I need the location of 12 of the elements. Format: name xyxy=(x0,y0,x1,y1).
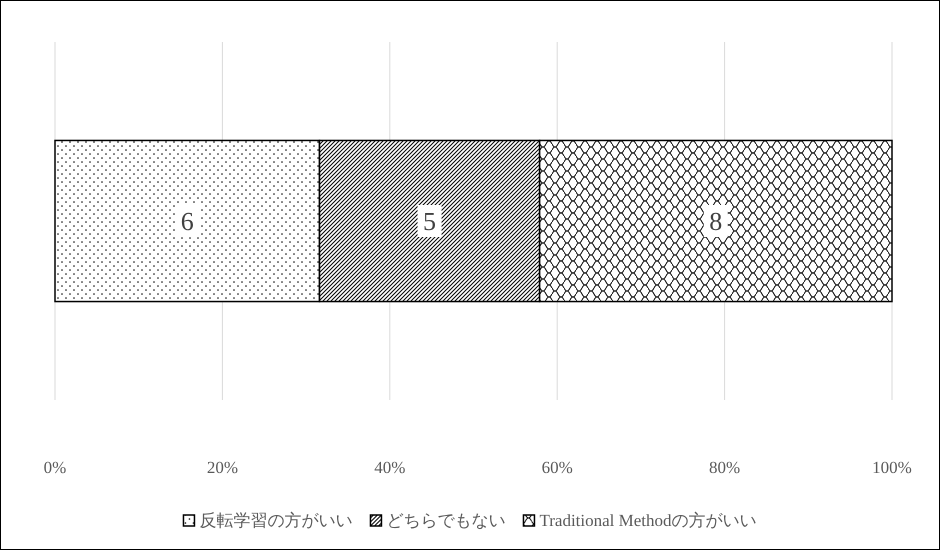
x-tick-label: 100% xyxy=(872,458,912,477)
x-tick-label: 0% xyxy=(44,458,66,477)
x-tick-label: 20% xyxy=(206,458,238,477)
x-tick-label: 40% xyxy=(374,458,406,477)
annotation: 5 xyxy=(423,207,436,236)
x-tick-label: 80% xyxy=(709,458,740,477)
annotation: 8 xyxy=(709,207,722,236)
legend-label: どちらでもない xyxy=(386,511,506,530)
legend-label: 反転学習の方がいい xyxy=(199,511,352,530)
x-tick-label: 60% xyxy=(542,458,573,477)
annotation: 6 xyxy=(180,207,194,236)
legend-label: Traditional Methodの方がいい xyxy=(539,511,757,530)
